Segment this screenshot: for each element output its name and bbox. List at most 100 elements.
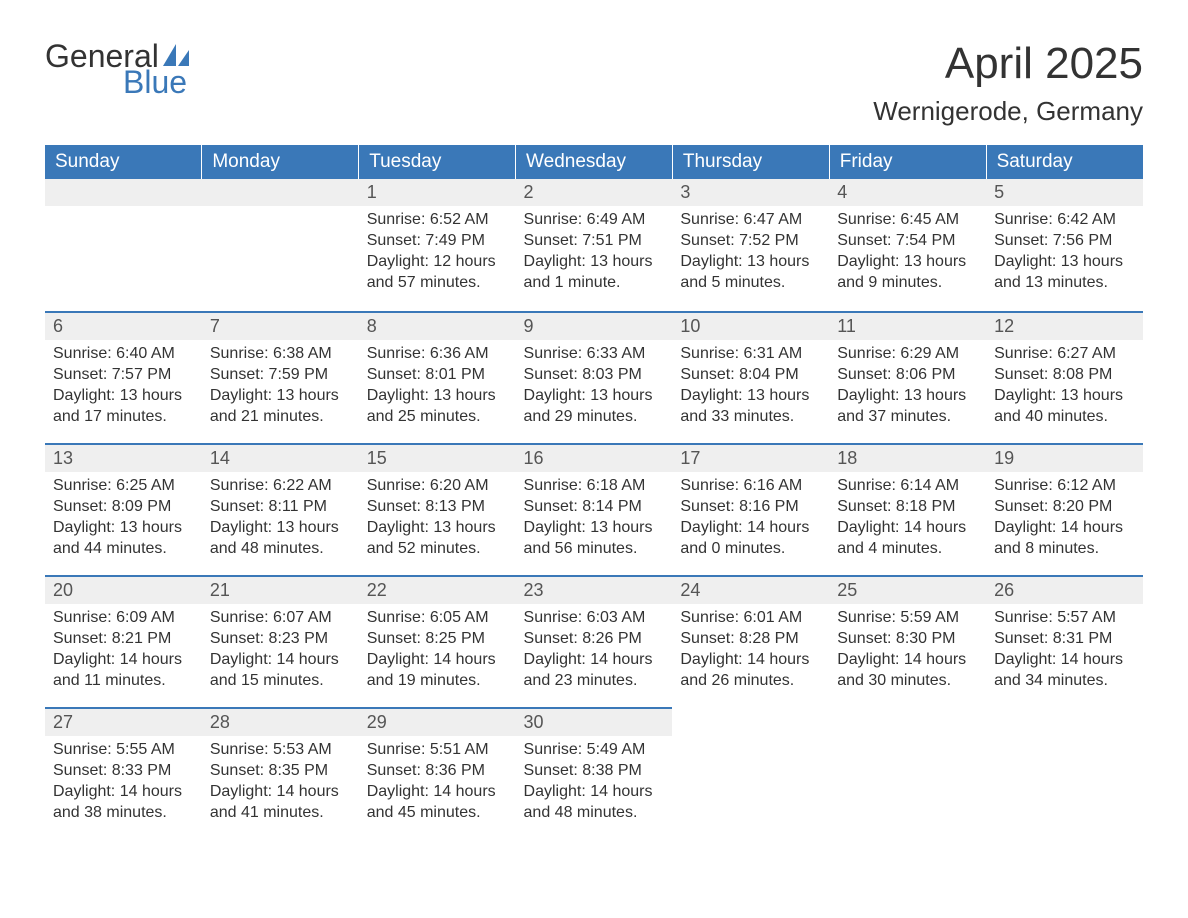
day-body: Sunrise: 6:40 AMSunset: 7:57 PMDaylight:… (45, 340, 202, 433)
day-number: 1 (359, 179, 516, 206)
day-number: 28 (202, 709, 359, 736)
sunrise-line: Sunrise: 6:45 AM (837, 210, 978, 231)
daylight-line: Daylight: 13 hours and 33 minutes. (680, 386, 821, 428)
day-body: Sunrise: 6:36 AMSunset: 8:01 PMDaylight:… (359, 340, 516, 433)
sunset-line: Sunset: 8:26 PM (524, 629, 665, 650)
sunrise-line: Sunrise: 6:16 AM (680, 476, 821, 497)
daylight-line: Daylight: 14 hours and 26 minutes. (680, 650, 821, 692)
calendar-cell: 3Sunrise: 6:47 AMSunset: 7:52 PMDaylight… (672, 179, 829, 311)
day-wrap: 10Sunrise: 6:31 AMSunset: 8:04 PMDayligh… (672, 311, 829, 443)
day-wrap: 8Sunrise: 6:36 AMSunset: 8:01 PMDaylight… (359, 311, 516, 443)
col-tuesday: Tuesday (359, 145, 516, 179)
day-number: 30 (516, 709, 673, 736)
daylight-line: Daylight: 14 hours and 0 minutes. (680, 518, 821, 560)
logo-word-blue: Blue (123, 66, 189, 98)
sunset-line: Sunset: 8:38 PM (524, 761, 665, 782)
calendar-cell: 19Sunrise: 6:12 AMSunset: 8:20 PMDayligh… (986, 443, 1143, 575)
sunset-line: Sunset: 8:21 PM (53, 629, 194, 650)
calendar-cell: 23Sunrise: 6:03 AMSunset: 8:26 PMDayligh… (516, 575, 673, 707)
sunrise-line: Sunrise: 6:12 AM (994, 476, 1135, 497)
calendar-week-row: 27Sunrise: 5:55 AMSunset: 8:33 PMDayligh… (45, 707, 1143, 839)
day-wrap: 27Sunrise: 5:55 AMSunset: 8:33 PMDayligh… (45, 707, 202, 839)
day-wrap: 9Sunrise: 6:33 AMSunset: 8:03 PMDaylight… (516, 311, 673, 443)
col-monday: Monday (202, 145, 359, 179)
day-body: Sunrise: 6:20 AMSunset: 8:13 PMDaylight:… (359, 472, 516, 565)
day-wrap: 7Sunrise: 6:38 AMSunset: 7:59 PMDaylight… (202, 311, 359, 443)
sunset-line: Sunset: 8:31 PM (994, 629, 1135, 650)
sunrise-line: Sunrise: 6:40 AM (53, 344, 194, 365)
daylight-line: Daylight: 14 hours and 41 minutes. (210, 782, 351, 824)
day-wrap: 29Sunrise: 5:51 AMSunset: 8:36 PMDayligh… (359, 707, 516, 839)
day-wrap: 25Sunrise: 5:59 AMSunset: 8:30 PMDayligh… (829, 575, 986, 707)
sunset-line: Sunset: 8:18 PM (837, 497, 978, 518)
day-wrap: 26Sunrise: 5:57 AMSunset: 8:31 PMDayligh… (986, 575, 1143, 707)
col-friday: Friday (829, 145, 986, 179)
day-wrap: 15Sunrise: 6:20 AMSunset: 8:13 PMDayligh… (359, 443, 516, 575)
sunset-line: Sunset: 7:51 PM (524, 231, 665, 252)
calendar-week-row: 20Sunrise: 6:09 AMSunset: 8:21 PMDayligh… (45, 575, 1143, 707)
calendar-table: Sunday Monday Tuesday Wednesday Thursday… (45, 145, 1143, 839)
day-body: Sunrise: 6:38 AMSunset: 7:59 PMDaylight:… (202, 340, 359, 433)
sunset-line: Sunset: 8:20 PM (994, 497, 1135, 518)
sunset-line: Sunset: 8:30 PM (837, 629, 978, 650)
day-wrap: 12Sunrise: 6:27 AMSunset: 8:08 PMDayligh… (986, 311, 1143, 443)
daylight-line: Daylight: 14 hours and 11 minutes. (53, 650, 194, 692)
sunrise-line: Sunrise: 6:36 AM (367, 344, 508, 365)
day-wrap: 14Sunrise: 6:22 AMSunset: 8:11 PMDayligh… (202, 443, 359, 575)
calendar-cell: 27Sunrise: 5:55 AMSunset: 8:33 PMDayligh… (45, 707, 202, 839)
daylight-line: Daylight: 13 hours and 21 minutes. (210, 386, 351, 428)
empty-daynum-strip (202, 179, 359, 206)
day-body: Sunrise: 6:33 AMSunset: 8:03 PMDaylight:… (516, 340, 673, 433)
sunset-line: Sunset: 8:09 PM (53, 497, 194, 518)
sunset-line: Sunset: 8:04 PM (680, 365, 821, 386)
daylight-line: Daylight: 13 hours and 5 minutes. (680, 252, 821, 294)
day-body: Sunrise: 6:12 AMSunset: 8:20 PMDaylight:… (986, 472, 1143, 565)
day-number: 25 (829, 577, 986, 604)
sunrise-line: Sunrise: 5:49 AM (524, 740, 665, 761)
sunrise-line: Sunrise: 6:27 AM (994, 344, 1135, 365)
sunset-line: Sunset: 8:25 PM (367, 629, 508, 650)
empty-daynum-strip (45, 179, 202, 206)
day-body: Sunrise: 6:45 AMSunset: 7:54 PMDaylight:… (829, 206, 986, 299)
sunset-line: Sunset: 7:54 PM (837, 231, 978, 252)
calendar-cell: 9Sunrise: 6:33 AMSunset: 8:03 PMDaylight… (516, 311, 673, 443)
day-wrap: 5Sunrise: 6:42 AMSunset: 7:56 PMDaylight… (986, 179, 1143, 311)
day-number: 16 (516, 445, 673, 472)
day-number: 6 (45, 313, 202, 340)
sunrise-line: Sunrise: 6:47 AM (680, 210, 821, 231)
sunset-line: Sunset: 8:33 PM (53, 761, 194, 782)
calendar-cell: 5Sunrise: 6:42 AMSunset: 7:56 PMDaylight… (986, 179, 1143, 311)
sunset-line: Sunset: 8:28 PM (680, 629, 821, 650)
sunset-line: Sunset: 8:01 PM (367, 365, 508, 386)
day-number: 4 (829, 179, 986, 206)
sunrise-line: Sunrise: 6:31 AM (680, 344, 821, 365)
day-body: Sunrise: 6:27 AMSunset: 8:08 PMDaylight:… (986, 340, 1143, 433)
day-number: 9 (516, 313, 673, 340)
day-number: 20 (45, 577, 202, 604)
sunset-line: Sunset: 8:23 PM (210, 629, 351, 650)
calendar-cell: 1Sunrise: 6:52 AMSunset: 7:49 PMDaylight… (359, 179, 516, 311)
day-body: Sunrise: 5:49 AMSunset: 8:38 PMDaylight:… (516, 736, 673, 829)
day-wrap: 2Sunrise: 6:49 AMSunset: 7:51 PMDaylight… (516, 179, 673, 311)
day-wrap: 23Sunrise: 6:03 AMSunset: 8:26 PMDayligh… (516, 575, 673, 707)
day-number: 5 (986, 179, 1143, 206)
daylight-line: Daylight: 13 hours and 17 minutes. (53, 386, 194, 428)
daylight-line: Daylight: 14 hours and 4 minutes. (837, 518, 978, 560)
day-wrap: 4Sunrise: 6:45 AMSunset: 7:54 PMDaylight… (829, 179, 986, 311)
sunrise-line: Sunrise: 6:52 AM (367, 210, 508, 231)
sunrise-line: Sunrise: 6:49 AM (524, 210, 665, 231)
day-body: Sunrise: 6:25 AMSunset: 8:09 PMDaylight:… (45, 472, 202, 565)
sunrise-line: Sunrise: 5:51 AM (367, 740, 508, 761)
sunrise-line: Sunrise: 5:57 AM (994, 608, 1135, 629)
calendar-cell: 29Sunrise: 5:51 AMSunset: 8:36 PMDayligh… (359, 707, 516, 839)
calendar-cell: 13Sunrise: 6:25 AMSunset: 8:09 PMDayligh… (45, 443, 202, 575)
day-body: Sunrise: 6:03 AMSunset: 8:26 PMDaylight:… (516, 604, 673, 697)
daylight-line: Daylight: 13 hours and 1 minute. (524, 252, 665, 294)
day-number: 18 (829, 445, 986, 472)
day-wrap: 19Sunrise: 6:12 AMSunset: 8:20 PMDayligh… (986, 443, 1143, 575)
day-number: 22 (359, 577, 516, 604)
daylight-line: Daylight: 13 hours and 52 minutes. (367, 518, 508, 560)
sunrise-line: Sunrise: 6:33 AM (524, 344, 665, 365)
calendar-cell (202, 179, 359, 311)
sail-icon (163, 44, 189, 66)
